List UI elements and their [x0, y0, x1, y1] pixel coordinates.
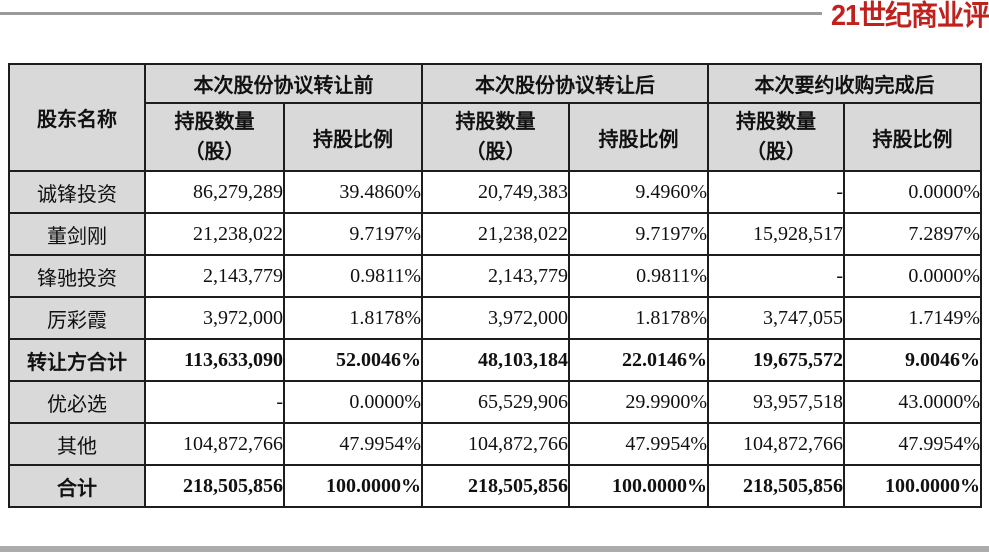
- table-row-fengchi: 锋驰投资 2,143,779 0.9811% 2,143,779 0.9811%…: [8, 254, 982, 298]
- ratio-before: 9.7197%: [283, 212, 423, 256]
- shareholder-name: 其他: [8, 422, 146, 466]
- qty-before: 218,505,856: [144, 464, 285, 508]
- ratio-before: 0.9811%: [283, 254, 423, 298]
- ratio-tender: 9.0046%: [843, 338, 982, 382]
- shareholder-name: 优必选: [8, 380, 146, 424]
- qty-before: 86,279,289: [144, 170, 285, 214]
- top-divider-line: [0, 12, 822, 15]
- qty-before: -: [144, 380, 285, 424]
- ratio-tender: 47.9954%: [843, 422, 982, 466]
- shareholder-name: 锋驰投资: [8, 254, 146, 298]
- shareholder-name: 厉彩霞: [8, 296, 146, 340]
- ratio-after: 100.0000%: [568, 464, 709, 508]
- header-after-transfer: 本次股份协议转让后: [421, 63, 709, 104]
- subheader-qty-label: 持股数量: [455, 111, 536, 133]
- ratio-after: 22.0146%: [568, 338, 709, 382]
- table-row-chengfeng: 诚锋投资 86,279,289 39.4860% 20,749,383 9.49…: [8, 170, 982, 214]
- ratio-before: 0.0000%: [283, 380, 423, 424]
- shareholder-name: 诚锋投资: [8, 170, 146, 214]
- ratio-after: 9.7197%: [568, 212, 709, 256]
- shareholder-name: 合计: [8, 464, 146, 508]
- bottom-divider-line: [0, 546, 989, 552]
- qty-after: 21,238,022: [421, 212, 570, 256]
- qty-after: 3,972,000: [421, 296, 570, 340]
- qty-before: 113,633,090: [144, 338, 285, 382]
- subheader-qty-tender: 持股数量 （股）: [707, 102, 845, 172]
- subheader-qty-unit: （股）: [465, 141, 526, 163]
- shareholder-name: 董剑刚: [8, 212, 146, 256]
- table-row-dongjiangang: 董剑刚 21,238,022 9.7197% 21,238,022 9.7197…: [8, 212, 982, 256]
- ratio-tender: 43.0000%: [843, 380, 982, 424]
- table-row-ubtech: 优必选 - 0.0000% 65,529,906 29.9900% 93,957…: [8, 380, 982, 424]
- shareholding-table: 股东名称 本次股份协议转让前 本次股份协议转让后 本次要约收购完成后 持股数量 …: [8, 63, 982, 508]
- qty-after: 48,103,184: [421, 338, 570, 382]
- subheader-qty-unit: （股）: [746, 141, 806, 163]
- qty-after: 104,872,766: [421, 422, 570, 466]
- subheader-ratio-before: 持股比例: [283, 102, 423, 172]
- qty-after: 20,749,383: [421, 170, 570, 214]
- subheader-qty-unit: （股）: [184, 141, 245, 163]
- subheader-qty-before: 持股数量 （股）: [144, 102, 285, 172]
- qty-tender: 19,675,572: [707, 338, 845, 382]
- qty-before: 104,872,766: [144, 422, 285, 466]
- header-after-tender-offer: 本次要约收购完成后: [707, 63, 982, 104]
- ratio-after: 9.4960%: [568, 170, 709, 214]
- ratio-tender: 0.0000%: [843, 170, 982, 214]
- header-shareholder-name: 股东名称: [8, 63, 146, 172]
- qty-tender: 218,505,856: [707, 464, 845, 508]
- ratio-tender: 0.0000%: [843, 254, 982, 298]
- table-row-others: 其他 104,872,766 47.9954% 104,872,766 47.9…: [8, 422, 982, 466]
- qty-tender: 3,747,055: [707, 296, 845, 340]
- ratio-before: 1.8178%: [283, 296, 423, 340]
- qty-tender: -: [707, 170, 845, 214]
- ratio-before: 52.0046%: [283, 338, 423, 382]
- table-row-grand-total: 合计 218,505,856 100.0000% 218,505,856 100…: [8, 464, 982, 508]
- subheader-qty-label: 持股数量: [174, 111, 255, 133]
- qty-tender: 15,928,517: [707, 212, 845, 256]
- subheader-qty-after: 持股数量 （股）: [421, 102, 570, 172]
- table-row-transferor-subtotal: 转让方合计 113,633,090 52.0046% 48,103,184 22…: [8, 338, 982, 382]
- header-sub-row: 持股数量 （股） 持股比例 持股数量 （股） 持股比例 持股数量 （股）: [9, 102, 982, 172]
- shareholder-name: 转让方合计: [8, 338, 146, 382]
- ratio-before: 47.9954%: [283, 422, 423, 466]
- qty-after: 65,529,906: [421, 380, 570, 424]
- ratio-before: 39.4860%: [283, 170, 423, 214]
- qty-before: 2,143,779: [144, 254, 285, 298]
- ratio-after: 47.9954%: [568, 422, 709, 466]
- qty-before: 3,972,000: [144, 296, 285, 340]
- subheader-qty-label: 持股数量: [736, 111, 816, 133]
- ratio-after: 29.9900%: [568, 380, 709, 424]
- qty-after: 218,505,856: [421, 464, 570, 508]
- magazine-logo: 21世纪商业评论: [831, 0, 989, 32]
- header-group-row: 股东名称 本次股份协议转让前 本次股份协议转让后 本次要约收购完成后: [8, 63, 982, 172]
- qty-tender: 93,957,518: [707, 380, 845, 424]
- subheader-ratio-after: 持股比例: [568, 102, 709, 172]
- qty-tender: 104,872,766: [707, 422, 845, 466]
- qty-tender: -: [707, 254, 845, 298]
- ratio-after: 1.8178%: [568, 296, 709, 340]
- ratio-tender: 7.2897%: [843, 212, 982, 256]
- ratio-before: 100.0000%: [283, 464, 423, 508]
- ratio-after: 0.9811%: [568, 254, 709, 298]
- table-row-licaixia: 厉彩霞 3,972,000 1.8178% 3,972,000 1.8178% …: [8, 296, 982, 340]
- ratio-tender: 100.0000%: [843, 464, 982, 508]
- qty-before: 21,238,022: [144, 212, 285, 256]
- ratio-tender: 1.7149%: [843, 296, 982, 340]
- qty-after: 2,143,779: [421, 254, 570, 298]
- subheader-ratio-tender: 持股比例: [843, 102, 982, 172]
- header-before-transfer: 本次股份协议转让前: [144, 63, 423, 104]
